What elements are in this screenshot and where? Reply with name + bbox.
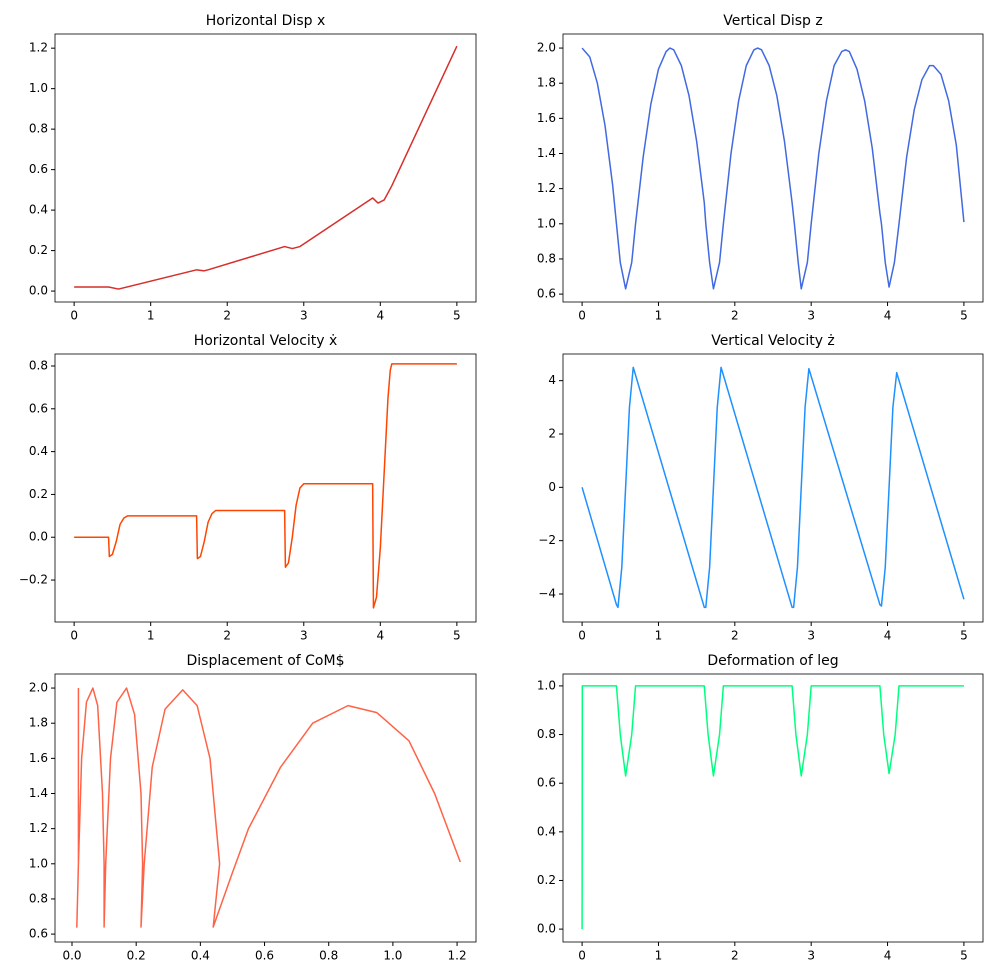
x-tick-label: 3 (300, 309, 308, 323)
y-tick-label: 0.6 (29, 162, 48, 176)
x-tick-label: 0.2 (127, 949, 146, 963)
data-line (76, 687, 461, 928)
x-tick-label: 0.4 (191, 949, 210, 963)
x-tick-label: 0.6 (255, 949, 274, 963)
y-tick-label: 1.2 (29, 41, 48, 55)
data-line (581, 685, 964, 930)
subplot-title: Horizontal Velocity ẋ (194, 333, 338, 349)
axes-frame (54, 673, 477, 943)
x-tick-label: 0 (578, 949, 586, 963)
y-tick-label: 2.0 (29, 681, 48, 695)
x-tick-label: 1 (147, 629, 155, 643)
x-tick-label: 0.0 (62, 949, 81, 963)
y-tick-label: 0.2 (537, 873, 556, 887)
data-line (74, 363, 457, 609)
x-tick-label: 2 (223, 629, 231, 643)
y-tick-label: 1.0 (537, 216, 556, 230)
y-tick-label: 0.6 (29, 927, 48, 941)
y-tick-label: −4 (538, 587, 556, 601)
x-tick-label: 4 (884, 309, 892, 323)
y-tick-label: 2 (548, 427, 556, 441)
x-tick-label: 0 (578, 309, 586, 323)
y-tick-label: 0.4 (537, 824, 556, 838)
y-tick-label: 0.2 (29, 487, 48, 501)
x-tick-label: 3 (807, 949, 815, 963)
y-tick-label: 1.0 (29, 856, 48, 870)
y-tick-label: 0.0 (29, 530, 48, 544)
y-tick-label: 0.6 (29, 401, 48, 415)
y-tick-label: −0.2 (19, 573, 48, 587)
x-tick-label: 3 (807, 309, 815, 323)
x-tick-label: 4 (376, 629, 384, 643)
x-tick-label: 4 (376, 309, 384, 323)
x-tick-label: 0 (70, 309, 78, 323)
y-tick-label: 1.0 (29, 81, 48, 95)
subplot-title: Vertical Disp z (723, 13, 823, 29)
data-line (581, 47, 965, 290)
y-tick-label: 1.2 (537, 181, 556, 195)
x-tick-label: 1 (655, 949, 663, 963)
x-tick-label: 2 (223, 309, 231, 323)
y-tick-label: 0.8 (537, 727, 556, 741)
x-tick-label: 1.2 (448, 949, 467, 963)
y-tick-label: 0.8 (29, 358, 48, 372)
x-tick-label: 3 (300, 629, 308, 643)
y-tick-label: 0.2 (29, 243, 48, 257)
y-tick-label: 0.4 (29, 444, 48, 458)
y-tick-label: 1.2 (29, 821, 48, 835)
y-tick-label: 4 (548, 373, 556, 387)
y-tick-label: 1.0 (537, 678, 556, 692)
axes-frame (54, 33, 477, 303)
subplot-title: Horizontal Disp x (206, 13, 326, 29)
y-tick-label: 1.8 (29, 716, 48, 730)
y-tick-label: 1.8 (537, 76, 556, 90)
y-tick-label: 0.4 (29, 203, 48, 217)
x-tick-label: 2 (731, 629, 739, 643)
y-tick-label: 1.6 (29, 751, 48, 765)
y-tick-label: 0.0 (537, 922, 556, 936)
x-tick-label: 5 (960, 629, 968, 643)
x-tick-label: 2 (731, 309, 739, 323)
x-tick-label: 2 (731, 949, 739, 963)
y-tick-label: 1.4 (29, 786, 48, 800)
x-tick-label: 5 (453, 629, 461, 643)
y-tick-label: 2.0 (537, 41, 556, 55)
y-tick-label: 0.8 (29, 122, 48, 136)
x-tick-label: 1 (655, 629, 663, 643)
axes-frame (562, 673, 984, 943)
x-tick-label: 4 (884, 629, 892, 643)
axes-frame (562, 33, 984, 303)
x-tick-label: 0 (70, 629, 78, 643)
y-tick-label: 0.8 (537, 251, 556, 265)
data-line (74, 45, 458, 290)
y-tick-label: 0.6 (537, 776, 556, 790)
x-tick-label: 3 (807, 629, 815, 643)
y-tick-label: 0.8 (29, 891, 48, 905)
x-tick-label: 1 (147, 309, 155, 323)
y-tick-label: 0.6 (537, 287, 556, 301)
x-tick-label: 5 (960, 949, 968, 963)
x-tick-label: 5 (960, 309, 968, 323)
x-tick-label: 1 (655, 309, 663, 323)
subplot-title: Deformation of leg (707, 653, 838, 669)
data-line (581, 366, 965, 609)
axes-frame (54, 353, 477, 623)
y-tick-label: 0 (548, 480, 556, 494)
x-tick-label: 1.0 (383, 949, 402, 963)
y-tick-label: 1.4 (537, 146, 556, 160)
x-tick-label: 5 (453, 309, 461, 323)
y-tick-label: −2 (538, 533, 556, 547)
axes-frame (562, 353, 984, 623)
y-tick-label: 0.0 (29, 284, 48, 298)
x-tick-label: 0.8 (319, 949, 338, 963)
subplot-title: Displacement of CoM$ (187, 653, 345, 669)
subplot-title: Vertical Velocity ż (711, 333, 835, 349)
y-tick-label: 1.6 (537, 111, 556, 125)
x-tick-label: 0 (578, 629, 586, 643)
x-tick-label: 4 (884, 949, 892, 963)
